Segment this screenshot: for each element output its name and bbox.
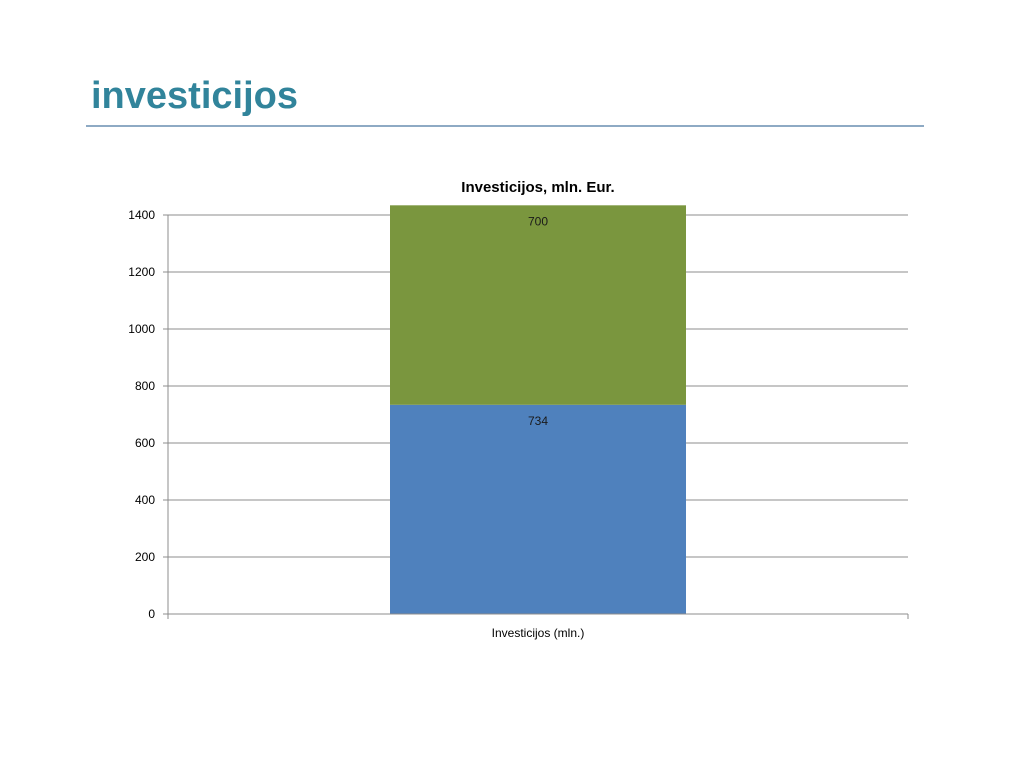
title-divider bbox=[86, 125, 924, 127]
y-tick-label: 1400 bbox=[128, 208, 155, 222]
y-axis-ticks: 0 200 400 600 800 1000 1200 1400 bbox=[128, 208, 168, 621]
y-tick-label: 0 bbox=[148, 607, 155, 621]
y-tick-label: 600 bbox=[135, 436, 155, 450]
x-category-label: Investicijos (mln.) bbox=[492, 626, 585, 640]
y-tick-label: 200 bbox=[135, 550, 155, 564]
bars bbox=[390, 205, 686, 614]
y-tick-label: 400 bbox=[135, 493, 155, 507]
y-tick-label: 800 bbox=[135, 379, 155, 393]
y-tick-label: 1000 bbox=[128, 322, 155, 336]
bar-segment-2 bbox=[390, 205, 686, 405]
axes bbox=[167, 215, 909, 619]
slide-title: investicijos bbox=[91, 75, 298, 117]
data-label: 700 bbox=[528, 214, 548, 228]
data-labels: 734 700 Investicijos (mln.) bbox=[492, 214, 585, 640]
bar-segment-1 bbox=[390, 404, 686, 614]
y-tick-label: 1200 bbox=[128, 265, 155, 279]
chart-title: Investicijos, mln. Eur. bbox=[461, 179, 614, 196]
data-label: 734 bbox=[528, 414, 548, 428]
